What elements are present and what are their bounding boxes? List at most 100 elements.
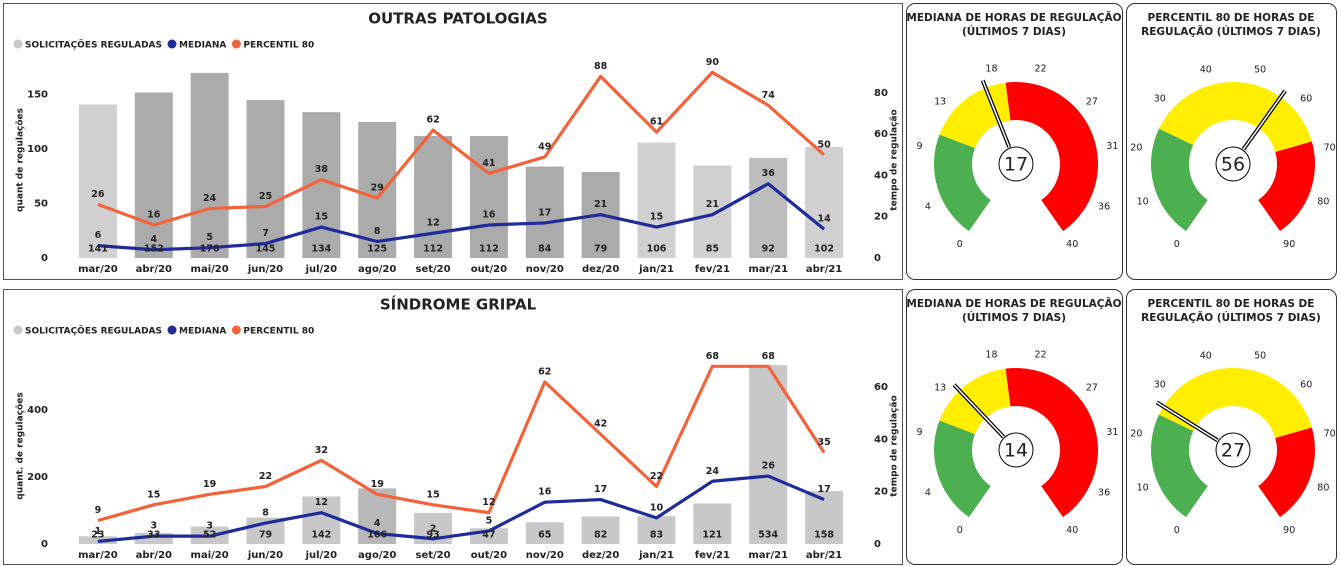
line-series — [97, 70, 826, 227]
data-label: 17 — [817, 484, 830, 495]
bar — [749, 157, 788, 258]
bar — [246, 100, 285, 258]
x-tick-label: jan/21 — [638, 550, 674, 561]
x-tick-label: abr/20 — [136, 264, 172, 275]
gauge-tick-label: 0 — [957, 525, 963, 536]
gauge-band — [1151, 414, 1208, 518]
data-label: 12 — [426, 218, 439, 229]
data-label: 50 — [817, 139, 831, 150]
gauge-panel: PERCENTIL 80 DE HORAS DE REGULAÇÃO (ÚLTIM… — [1126, 289, 1337, 565]
gauge-band — [1159, 368, 1312, 438]
y-tick-label: 0 — [41, 539, 48, 550]
gauge-band — [1159, 82, 1312, 152]
data-label: 33 — [147, 530, 160, 541]
gauge-tick-label: 40 — [1066, 525, 1078, 536]
data-label: 79 — [259, 530, 272, 541]
data-label: 10 — [650, 502, 664, 513]
legend-label: MEDIANA — [179, 41, 226, 51]
gauge-value: 56 — [1221, 154, 1245, 176]
data-label: 141 — [88, 244, 108, 255]
data-label: 22 — [650, 471, 663, 482]
gauge-tick-label: 30 — [1154, 93, 1166, 104]
gauge-tick-label: 18 — [985, 64, 997, 75]
data-label: 166 — [367, 530, 387, 541]
legend-marker — [13, 39, 23, 49]
chart-title: SÍNDROME GRIPAL — [380, 295, 537, 314]
data-label: 68 — [762, 351, 776, 362]
data-label: 92 — [762, 244, 775, 255]
data-label: 68 — [706, 351, 720, 362]
gauge-tick-label: 31 — [1106, 141, 1118, 152]
bar — [302, 496, 341, 544]
y-tick-label: 150 — [27, 90, 48, 101]
gauge-tick-label: 0 — [957, 239, 963, 250]
gauge-value: 27 — [1221, 440, 1245, 462]
data-label: 90 — [706, 57, 720, 68]
bar — [525, 166, 564, 258]
chart-title: OUTRAS PATOLOGIAS — [368, 10, 547, 28]
data-label: 83 — [650, 530, 663, 541]
line-series — [97, 364, 826, 523]
data-label: 16 — [482, 209, 496, 220]
gauge-tick-label: 70 — [1324, 142, 1335, 153]
data-label: 41 — [482, 158, 495, 169]
data-label: 14 — [817, 214, 831, 225]
data-label: 85 — [706, 244, 719, 255]
bar — [134, 92, 173, 258]
gauge-panel: MEDIANA DE HORAS DE REGULAÇÃO (ÚLTIMOS 7 … — [906, 3, 1123, 280]
x-tick-label: out/20 — [471, 264, 507, 275]
combo-chart: OUTRAS PATOLOGIAS SOLICITAÇÕES REGULADAS M… — [13, 10, 900, 275]
legend-label: PERCENTIL 80 — [243, 41, 314, 51]
gauge-tick-label: 40 — [1066, 239, 1078, 250]
data-label: 112 — [479, 244, 499, 255]
gauge-title: PERCENTIL 80 DE HORAS DE — [1148, 298, 1315, 310]
gauge-tick-label: 80 — [1317, 196, 1329, 207]
gauge-band — [939, 82, 1011, 149]
bar — [358, 121, 397, 258]
data-label: 36 — [762, 168, 776, 179]
gauge-hub — [998, 432, 1034, 468]
y2-tick-label: 80 — [874, 88, 888, 99]
gauge-tick-label: 4 — [925, 487, 931, 498]
data-label: 2 — [430, 523, 437, 534]
gauge-tick-label: 4 — [925, 201, 931, 212]
x-tick-label: jul/20 — [305, 264, 338, 275]
x-tick-label: ago/20 — [358, 264, 396, 275]
bar — [693, 165, 732, 258]
bar — [414, 136, 453, 258]
data-label: 62 — [426, 115, 439, 126]
data-label: 88 — [594, 61, 608, 72]
data-label: 79 — [594, 244, 607, 255]
data-label: 7 — [262, 228, 269, 239]
gauge-tick-label: 22 — [1034, 350, 1046, 361]
x-tick-label: jun/20 — [247, 550, 283, 561]
data-label: 84 — [538, 244, 552, 255]
data-label: 3 — [206, 521, 213, 532]
x-tick-label: ago/20 — [358, 550, 396, 561]
data-label: 6 — [95, 230, 102, 241]
gauge-tick-label: 50 — [1254, 64, 1266, 75]
legend-label: PERCENTIL 80 — [243, 327, 314, 337]
data-label: 142 — [311, 530, 331, 541]
data-label: 1 — [95, 526, 102, 537]
x-tick-label: out/20 — [471, 550, 507, 561]
data-label: 49 — [538, 141, 551, 152]
data-label: 12 — [482, 497, 495, 508]
y-axis-title: quant. de regulações — [16, 392, 26, 499]
data-label: 21 — [594, 199, 607, 210]
y2-axis-title: tempo de regulação — [890, 109, 900, 210]
gauge-tick-label: 20 — [1130, 142, 1142, 153]
gauge-tick-label: 27 — [1086, 382, 1098, 393]
data-label: 5 — [206, 232, 213, 243]
gauge-tick-label: 60 — [1300, 379, 1312, 390]
gauge-tick-label: 13 — [934, 96, 946, 107]
gauge-title: REGULAÇÃO (ÚLTIMOS 7 DIAS) — [1141, 25, 1321, 38]
gauge-tick-label: 36 — [1098, 487, 1110, 498]
legend-label: MEDIANA — [179, 327, 226, 337]
bar — [805, 491, 844, 544]
chart-panel: OUTRAS PATOLOGIAS SOLICITAÇÕES REGULADAS M… — [3, 3, 903, 280]
gauge-panel: MEDIANA DE HORAS DE REGULAÇÃO (ÚLTIMOS 7 … — [906, 289, 1123, 565]
x-tick-label: mai/20 — [191, 264, 229, 275]
x-tick-label: mar/21 — [748, 264, 788, 275]
